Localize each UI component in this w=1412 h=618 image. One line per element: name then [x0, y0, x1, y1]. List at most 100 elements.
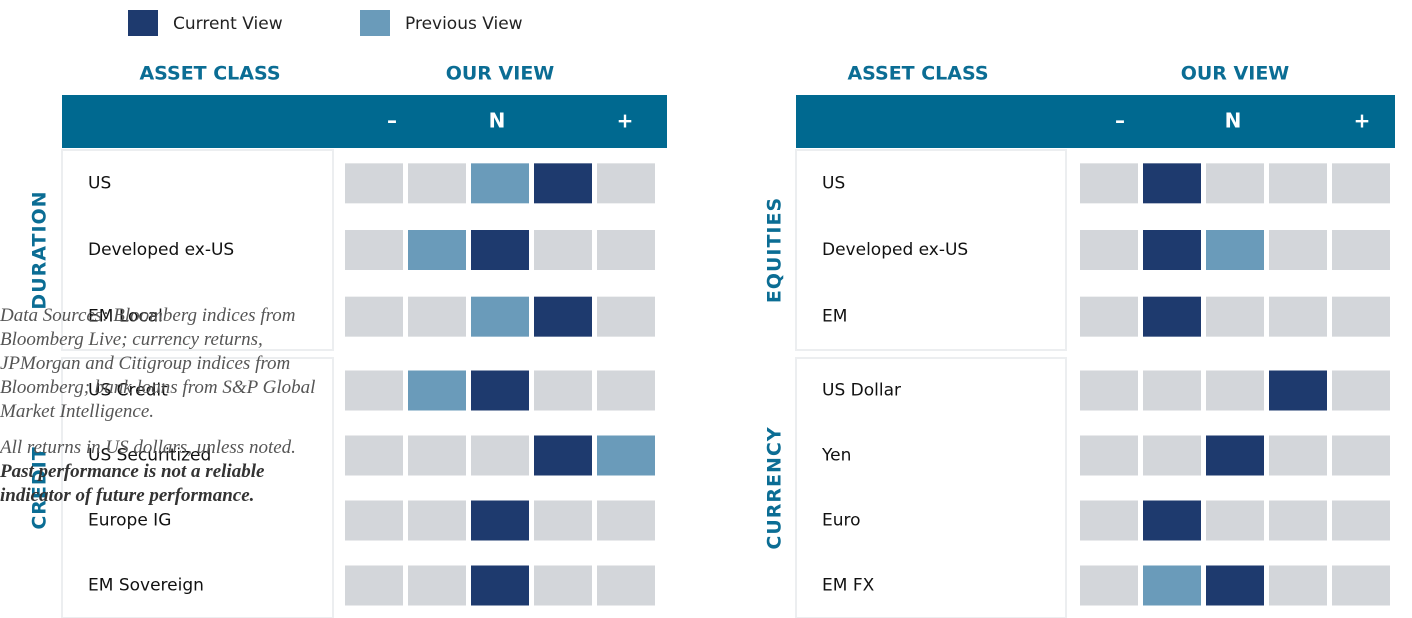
previous-view-cell: [1206, 230, 1264, 270]
previous-view-cell: [408, 230, 466, 270]
row-label: US Credit: [88, 381, 168, 401]
current-view-cell: [534, 435, 592, 476]
row-label: EM Local: [88, 307, 163, 327]
row-label: US: [822, 173, 845, 193]
label-column: [795, 149, 1067, 351]
scale-label: –: [387, 109, 397, 133]
empty-cell: [408, 296, 466, 337]
empty-cell: [1080, 230, 1138, 270]
empty-cell: [597, 296, 655, 337]
empty-cell: [408, 500, 466, 541]
empty-cell: [345, 500, 403, 541]
empty-cell: [1269, 296, 1327, 337]
scale-label: +: [1354, 109, 1371, 133]
current-view-cell: [534, 296, 592, 337]
empty-cell: [597, 500, 655, 541]
previous-view-cell: [597, 435, 655, 476]
row-label: US Dollar: [822, 381, 901, 401]
label-column: [61, 149, 334, 351]
empty-cell: [1080, 296, 1138, 337]
empty-cell: [1080, 565, 1138, 606]
group-label: CREDIT: [29, 446, 51, 529]
empty-cell: [1206, 296, 1264, 337]
legend-swatch: [128, 10, 158, 36]
empty-cell: [1269, 435, 1327, 476]
row-label: EM FX: [822, 576, 875, 596]
legend-label: Previous View: [405, 14, 523, 34]
empty-cell: [1332, 435, 1390, 476]
header-bar: [62, 95, 667, 148]
previous-view-cell: [471, 296, 529, 337]
current-view-cell: [1143, 500, 1201, 541]
returns-text: All returns in US dollars, unless noted.: [0, 437, 296, 458]
empty-cell: [1143, 435, 1201, 476]
disclaimer: Past performance is not a reliable indic…: [0, 461, 265, 506]
empty-cell: [597, 230, 655, 270]
footnote: Data Sources: Bloomberg indices from Blo…: [0, 304, 322, 520]
empty-cell: [1269, 500, 1327, 541]
empty-cell: [1269, 163, 1327, 204]
current-view-cell: [471, 565, 529, 606]
empty-cell: [1332, 370, 1390, 411]
empty-cell: [1332, 296, 1390, 337]
empty-cell: [1080, 435, 1138, 476]
legend-label: Current View: [173, 14, 283, 34]
current-view-cell: [1206, 435, 1264, 476]
row-label: Euro: [822, 511, 861, 531]
empty-cell: [345, 296, 403, 337]
empty-cell: [345, 565, 403, 606]
empty-cell: [408, 565, 466, 606]
empty-cell: [1332, 230, 1390, 270]
header-bar: [796, 95, 1395, 148]
current-view-cell: [1206, 565, 1264, 606]
empty-cell: [1080, 163, 1138, 204]
empty-cell: [597, 565, 655, 606]
group-label: EQUITIES: [764, 197, 786, 303]
empty-cell: [345, 230, 403, 270]
empty-cell: [597, 370, 655, 411]
empty-cell: [1143, 370, 1201, 411]
empty-cell: [534, 230, 592, 270]
current-view-cell: [471, 230, 529, 270]
empty-cell: [471, 435, 529, 476]
empty-cell: [1080, 500, 1138, 541]
empty-cell: [1332, 163, 1390, 204]
scale-label: –: [1115, 109, 1125, 133]
row-label: Europe IG: [88, 511, 171, 531]
asset-class-header: ASSET CLASS: [847, 63, 988, 85]
empty-cell: [534, 565, 592, 606]
empty-cell: [408, 163, 466, 204]
asset-class-header: ASSET CLASS: [139, 63, 280, 85]
view-header: OUR VIEW: [1181, 63, 1290, 85]
returns-note: All returns in US dollars, unless noted.…: [0, 436, 322, 508]
empty-cell: [345, 435, 403, 476]
empty-cell: [1332, 565, 1390, 606]
scale-label: N: [1225, 109, 1242, 133]
current-view-cell: [1143, 296, 1201, 337]
row-label: Yen: [821, 446, 851, 466]
current-view-cell: [471, 370, 529, 411]
scale-label: +: [617, 109, 634, 133]
empty-cell: [1332, 500, 1390, 541]
empty-cell: [1206, 370, 1264, 411]
empty-cell: [1206, 163, 1264, 204]
empty-cell: [408, 435, 466, 476]
group-label: DURATION: [29, 190, 51, 309]
current-view-cell: [1143, 230, 1201, 270]
previous-view-cell: [408, 370, 466, 411]
legend-swatch: [360, 10, 390, 36]
view-header: OUR VIEW: [446, 63, 555, 85]
row-label: US Securitized: [88, 446, 211, 466]
scale-label: N: [489, 109, 506, 133]
row-label: Developed ex-US: [88, 240, 234, 260]
empty-cell: [1269, 565, 1327, 606]
empty-cell: [1269, 230, 1327, 270]
previous-view-cell: [471, 163, 529, 204]
empty-cell: [534, 500, 592, 541]
empty-cell: [534, 370, 592, 411]
row-label: Developed ex-US: [822, 240, 968, 260]
row-label: US: [88, 173, 111, 193]
current-view-cell: [1269, 370, 1327, 411]
